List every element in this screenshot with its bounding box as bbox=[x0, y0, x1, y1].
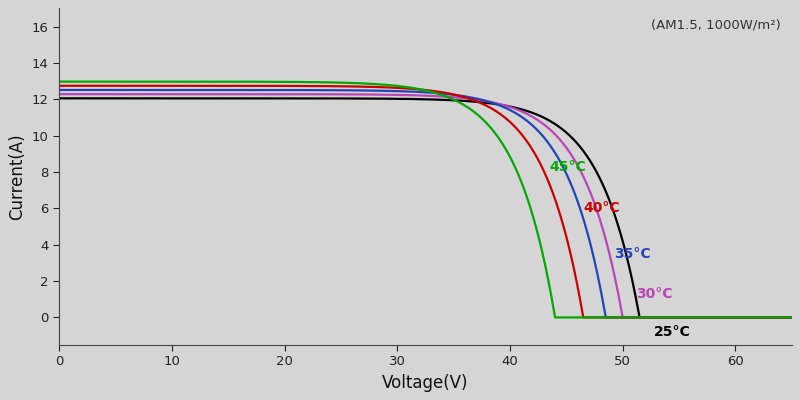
Text: 45°C: 45°C bbox=[550, 160, 586, 174]
X-axis label: Voltage(V): Voltage(V) bbox=[382, 374, 469, 392]
Y-axis label: Current(A): Current(A) bbox=[8, 133, 26, 220]
Text: 40°C: 40°C bbox=[583, 201, 620, 215]
Text: 25°C: 25°C bbox=[654, 325, 691, 339]
Text: (AM1.5, 1000W/m²): (AM1.5, 1000W/m²) bbox=[651, 18, 781, 32]
Text: 30°C: 30°C bbox=[636, 287, 673, 301]
Text: 35°C: 35°C bbox=[614, 247, 650, 261]
